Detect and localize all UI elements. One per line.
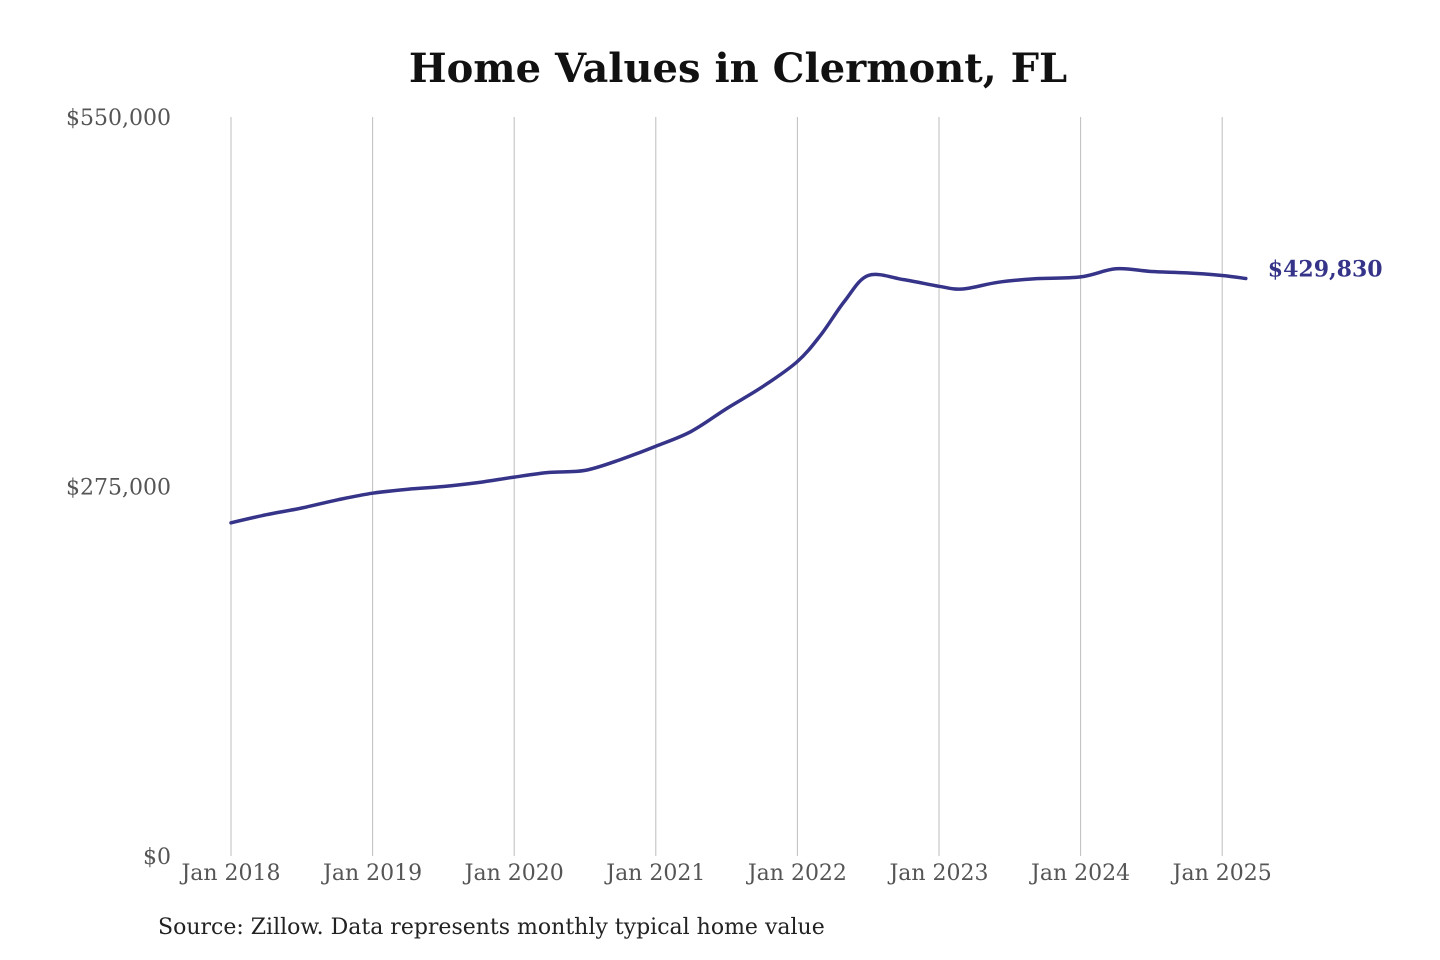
- x-axis-labels: Jan 2018 Jan 2019 Jan 2020 Jan 2021 Jan 2022…: [179, 861, 1271, 886]
- end-value-label: $429,830: [1268, 256, 1383, 282]
- x-tick-label: Jan 2019: [321, 861, 422, 886]
- gridlines: [230, 117, 1223, 856]
- x-tick-label: Jan 2018: [179, 861, 280, 886]
- x-tick-label: Jan 2025: [1171, 861, 1272, 886]
- x-tick-label: Jan 2022: [746, 861, 847, 886]
- source-note: Source: Zillow. Data represents monthly …: [158, 915, 825, 940]
- x-tick-label: Jan 2023: [887, 861, 988, 886]
- x-tick-label: Jan 2020: [463, 861, 564, 886]
- y-tick-label: $0: [143, 845, 171, 870]
- y-tick-label: $275,000: [66, 476, 171, 501]
- x-tick-label: Jan 2024: [1029, 861, 1130, 886]
- x-tick-label: Jan 2021: [604, 861, 705, 886]
- chart-title: Home Values in Clermont, FL: [409, 45, 1067, 92]
- home-value-line: [229, 266, 1248, 525]
- y-tick-label: $550,000: [66, 106, 171, 131]
- y-axis-labels: $0 $275,000 $550,000: [66, 106, 171, 870]
